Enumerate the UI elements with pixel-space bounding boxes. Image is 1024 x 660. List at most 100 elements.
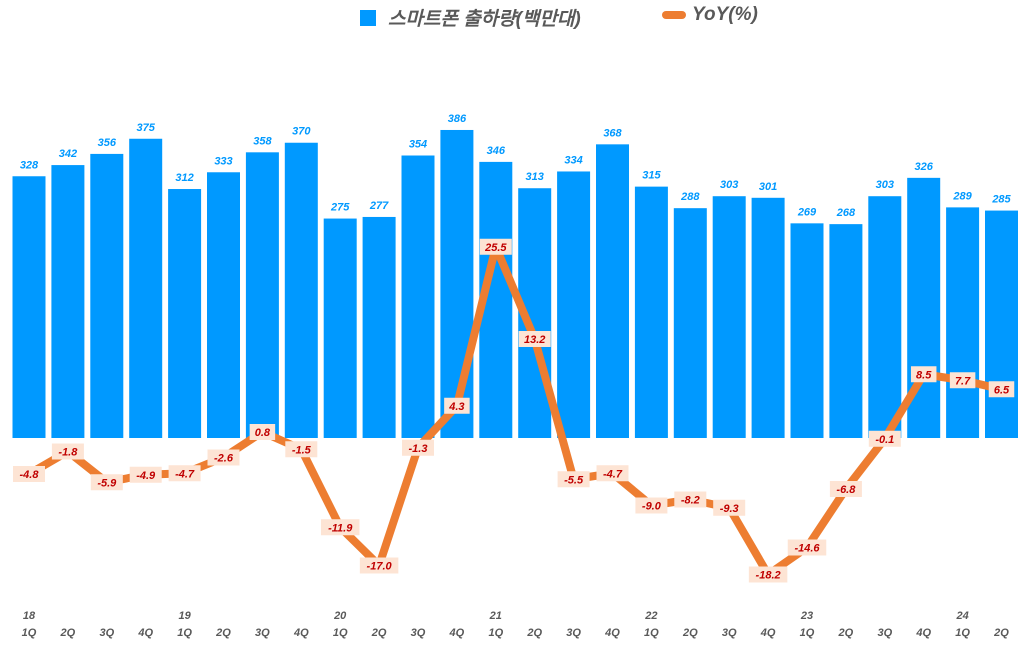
- yoy-value-label: -17.0: [367, 561, 393, 573]
- bar-value-label: 368: [603, 127, 622, 139]
- yoy-label-bg: [557, 471, 590, 488]
- x-tick-label: 3Q: [411, 627, 426, 639]
- x-year-label: 22: [644, 610, 657, 622]
- yoy-value-label: -0.1: [875, 434, 894, 446]
- x-tick-label: 2Q: [838, 627, 854, 639]
- x-year-label: 21: [489, 610, 502, 622]
- yoy-label-bg: [787, 539, 827, 556]
- bar-value-label: 315: [642, 170, 661, 182]
- x-tick-label: 4Q: [137, 627, 153, 639]
- bar-value-label: 303: [876, 179, 894, 191]
- bar-value-label: 269: [797, 206, 817, 218]
- bar-value-label: 275: [330, 202, 350, 214]
- bar-value-label: 354: [409, 139, 427, 151]
- yoy-value-label: 0.8: [255, 427, 271, 439]
- bar: [284, 142, 318, 439]
- x-tick-label: 3Q: [99, 627, 114, 639]
- yoy-value-label: -4.7: [603, 468, 623, 480]
- x-tick-label: 2Q: [526, 627, 542, 639]
- bar: [440, 129, 474, 439]
- bar: [868, 196, 902, 438]
- yoy-label-bg: [713, 499, 746, 516]
- yoy-value-label: -2.6: [214, 453, 234, 465]
- yoy-label-bg: [674, 491, 707, 508]
- bar-value-label: 375: [137, 122, 156, 134]
- yoy-label-bg: [910, 366, 937, 383]
- bar-value-label: 301: [759, 181, 777, 193]
- legend-bar-swatch: [360, 9, 376, 26]
- yoy-label-bg: [444, 397, 470, 414]
- x-tick-label: 2Q: [371, 627, 387, 639]
- bar-value-label: 313: [526, 171, 544, 183]
- x-tick-label: 1Q: [333, 627, 348, 639]
- x-tick-label: 2Q: [215, 627, 231, 639]
- yoy-label-bg: [168, 465, 201, 482]
- bar: [712, 196, 746, 438]
- x-year-label: 20: [333, 610, 347, 622]
- x-tick-label: 1Q: [488, 627, 503, 639]
- yoy-label-bg: [748, 566, 788, 583]
- yoy-value-label: 25.5: [484, 242, 507, 254]
- yoy-value-label: -5.9: [97, 477, 117, 489]
- yoy-label-bg: [402, 439, 434, 456]
- x-tick-label: 4Q: [293, 627, 309, 639]
- bar: [245, 152, 279, 439]
- bar: [323, 218, 357, 438]
- legend-item-shipments: 스마트폰 출하량(백만대): [360, 4, 581, 31]
- bar: [129, 138, 163, 438]
- yoy-label-bg: [207, 449, 240, 466]
- x-tick-label: 4Q: [760, 627, 776, 639]
- yoy-label-bg: [13, 466, 45, 482]
- yoy-value-label: -8.2: [681, 495, 700, 507]
- bar: [946, 207, 980, 438]
- yoy-value-label: -14.6: [794, 543, 820, 555]
- yoy-label-bg: [988, 381, 1015, 398]
- bar-value-label: 342: [59, 148, 77, 160]
- bar: [51, 165, 85, 439]
- yoy-label-bg: [320, 519, 360, 536]
- yoy-value-label: -11.9: [328, 522, 353, 534]
- yoy-value-label: -9.0: [642, 501, 662, 513]
- bar: [12, 176, 46, 439]
- yoy-label-bg: [949, 372, 976, 389]
- yoy-label-bg: [285, 441, 318, 458]
- yoy-value-label: -5.5: [564, 474, 584, 486]
- yoy-value-label: -18.2: [756, 570, 781, 582]
- yoy-value-label: -6.8: [836, 484, 856, 496]
- bar: [168, 189, 202, 438]
- bar: [207, 172, 240, 439]
- yoy-value-label: -1.5: [292, 444, 312, 456]
- yoy-label-bg: [635, 497, 668, 514]
- yoy-label-bg: [479, 238, 512, 255]
- yoy-value-label: -1.3: [409, 443, 428, 455]
- yoy-value-label: -4.9: [136, 470, 156, 482]
- x-tick-label: 2Q: [682, 627, 698, 639]
- x-tick-label: 4Q: [915, 627, 931, 639]
- yoy-value-label: 4.3: [448, 401, 464, 413]
- legend-line-swatch: [662, 11, 686, 19]
- x-year-label: 18: [23, 610, 36, 622]
- x-tick-label: 1Q: [644, 627, 659, 639]
- yoy-label-bg: [359, 557, 399, 574]
- x-year-label: 24: [955, 610, 968, 622]
- yoy-label-bg: [249, 424, 276, 440]
- bar-value-label: 346: [487, 145, 506, 157]
- legend-item-yoy: YoY(%): [662, 4, 758, 26]
- bar-value-label: 386: [448, 113, 467, 125]
- yoy-label-bg: [518, 331, 551, 347]
- bar-value-label: 333: [214, 155, 232, 167]
- bar-value-label: 268: [836, 207, 856, 219]
- bar: [985, 210, 1018, 438]
- x-tick-label: 2Q: [60, 627, 76, 639]
- bar: [362, 216, 396, 438]
- x-tick-label: 3Q: [877, 627, 892, 639]
- yoy-value-label: 6.5: [994, 384, 1010, 396]
- yoy-label-bg: [868, 430, 901, 447]
- x-tick-label: 4Q: [449, 627, 465, 639]
- bar: [596, 144, 629, 438]
- yoy-label-bg: [51, 443, 84, 460]
- x-tick-label: 4Q: [604, 627, 620, 639]
- bar: [751, 197, 785, 438]
- yoy-value-label: 7.7: [955, 375, 971, 387]
- bar-value-label: 289: [952, 190, 972, 202]
